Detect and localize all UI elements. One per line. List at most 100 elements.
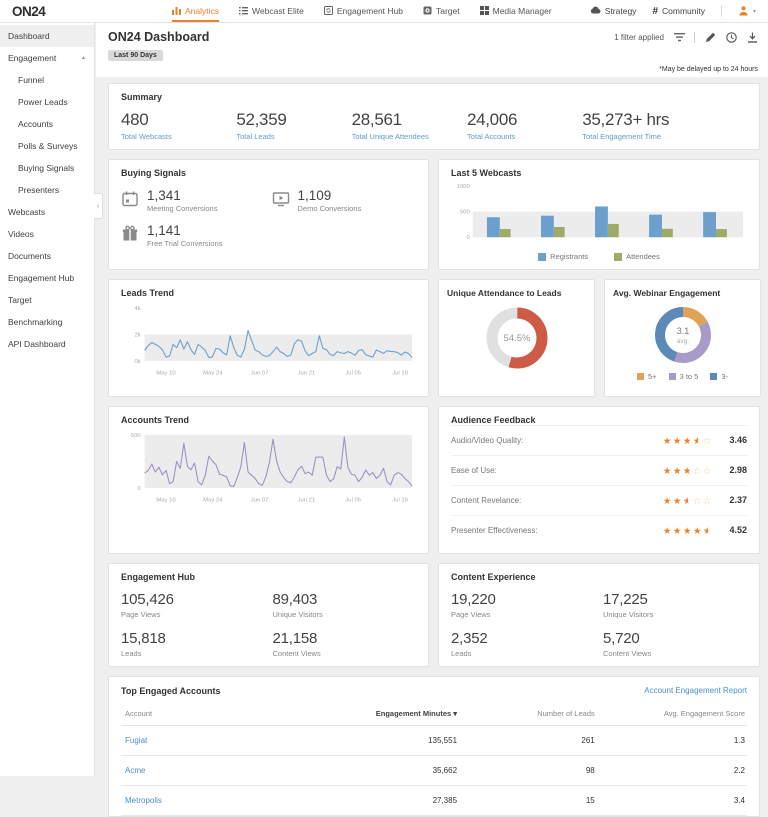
bar-chart-legend: Registrants Attendees	[451, 252, 747, 261]
registrants-swatch	[538, 253, 546, 261]
five-plus-swatch	[637, 373, 644, 380]
sidebar-item-presenters[interactable]: Presenters	[0, 179, 94, 201]
nav-divider	[721, 5, 722, 17]
legend-attendees: Attendees	[614, 252, 660, 261]
sidebar-item-engagement-hub[interactable]: Engagement Hub	[0, 267, 94, 289]
sidebar-item-power-leads[interactable]: Power Leads	[0, 91, 94, 113]
sidebar-item-accounts[interactable]: Accounts	[0, 113, 94, 135]
svg-text:0k: 0k	[134, 359, 140, 365]
svg-text:0: 0	[466, 235, 470, 241]
meeting-conversions: 1,341 Meeting Conversions	[121, 188, 266, 213]
header-controls: 1 filter applied	[614, 31, 758, 43]
col-avg-engagement-score[interactable]: Avg. Engagement Score	[597, 703, 747, 726]
donut-legend: 5+ 3 to 5 3-	[613, 372, 752, 381]
sidebar-item-buying-signals[interactable]: Buying Signals	[0, 157, 94, 179]
filter-status: 1 filter applied	[614, 33, 664, 42]
svg-text:Jun 07: Jun 07	[251, 498, 269, 504]
svg-text:Jun 21: Jun 21	[298, 371, 316, 377]
chevron-up-icon: ▲	[81, 55, 86, 61]
account-engagement-report-link[interactable]: Account Engagement Report	[644, 686, 747, 695]
svg-text:May 10: May 10	[156, 371, 176, 377]
sidebar-item-funnel[interactable]: Funnel	[0, 69, 94, 91]
sidebar: Dashboard Engagement ▲ Funnel Power Lead…	[0, 23, 95, 776]
attendees-swatch	[614, 253, 622, 261]
sidebar-item-videos[interactable]: Videos	[0, 223, 94, 245]
metric-total-leads: 52,359 Total Leads	[236, 110, 351, 141]
filter-icon[interactable]	[673, 31, 685, 43]
nav-item-community[interactable]: # Community	[652, 0, 705, 22]
metric-total-engagement-time: 35,273+ hrs Total Engagement Time	[582, 110, 747, 141]
nav-item-engagement-hub[interactable]: Engagement Hub	[324, 0, 403, 22]
sidebar-item-polls-surveys[interactable]: Polls & Surveys	[0, 135, 94, 157]
account-link[interactable]: Fugiat	[121, 725, 321, 755]
account-link[interactable]: Metropolis	[121, 785, 321, 815]
svg-text:May 24: May 24	[203, 498, 223, 504]
sidebar-item-engagement[interactable]: Engagement ▲	[0, 47, 94, 69]
sidebar-item-webcasts[interactable]: Webcasts	[0, 201, 94, 223]
table-row[interactable]: Acme 35,662 98 2.2	[121, 755, 747, 785]
calendar-icon	[121, 190, 139, 208]
feedback-row: Content Revelance: ★★☆★☆☆ 2.37	[451, 485, 747, 515]
svg-text:Jun 07: Jun 07	[251, 371, 269, 377]
nav-item-webcast-elite[interactable]: Webcast Elite	[239, 0, 304, 22]
page-header: ON24 Dashboard 1 filter applied Last 90 …	[96, 23, 768, 64]
bar-chart-icon	[172, 6, 181, 17]
svg-text:May 24: May 24	[203, 371, 223, 377]
date-range-chip[interactable]: Last 90 Days	[108, 50, 163, 61]
primary-nav: Analytics Webcast Elite Engagement Hub T…	[172, 0, 552, 22]
dashboard-content: Summary 480 Total Webcasts 52,359 Total …	[96, 77, 768, 817]
star-rating: ★★☆★☆☆	[663, 491, 713, 509]
refresh-box-icon	[324, 6, 333, 17]
sidebar-item-api-dashboard[interactable]: API Dashboard	[0, 333, 94, 355]
download-icon[interactable]	[746, 31, 758, 43]
table-row[interactable]: Fugiat 135,551 261 1.3	[121, 725, 747, 755]
nav-item-media-manager[interactable]: Media Manager	[480, 0, 552, 22]
feedback-row: Audio/Video Quality: ★★★☆★☆ 3.46	[451, 425, 747, 455]
sidebar-item-benchmarking[interactable]: Benchmarking	[0, 311, 94, 333]
on24-logo[interactable]: ON24	[12, 4, 172, 19]
svg-text:54.5%: 54.5%	[503, 333, 530, 344]
nav-item-strategy[interactable]: Strategy	[590, 0, 637, 22]
svg-text:Jul 05: Jul 05	[345, 498, 361, 504]
svg-text:avg.: avg.	[676, 338, 688, 345]
star-rating: ★★★☆★☆	[663, 431, 713, 449]
edit-pencil-icon[interactable]	[704, 31, 716, 43]
table-row[interactable]: Metropolis 27,385 15 3.4	[121, 785, 747, 815]
nav-item-analytics[interactable]: Analytics	[172, 0, 219, 22]
sidebar-item-dashboard[interactable]: Dashboard	[0, 25, 94, 47]
legend-5plus: 5+	[637, 372, 657, 381]
svg-text:Jun 21: Jun 21	[298, 498, 316, 504]
sidebar-collapse-button[interactable]: ‹	[94, 193, 103, 219]
svg-text:Jul 05: Jul 05	[345, 371, 361, 377]
col-number-of-leads[interactable]: Number of Leads	[459, 703, 597, 726]
col-engagement-minutes[interactable]: Engagement Minutes ▾	[321, 703, 459, 726]
gift-icon	[121, 225, 139, 243]
attendance-donut-chart: 54.5%	[447, 301, 586, 377]
col-account[interactable]: Account	[121, 703, 321, 726]
user-menu[interactable]: ▾	[738, 0, 756, 22]
metric-total-webcasts: 480 Total Webcasts	[121, 110, 236, 141]
sidebar-item-documents[interactable]: Documents	[0, 245, 94, 267]
clock-icon[interactable]	[725, 31, 737, 43]
account-link[interactable]: Acme	[121, 755, 321, 785]
secondary-nav: Strategy # Community ▾	[590, 0, 756, 22]
top-engaged-accounts-card: Top Engaged Accounts Account Engagement …	[108, 676, 760, 817]
attendance-donut-card: Unique Attendance to Leads 54.5%	[438, 279, 595, 397]
legend-3minus: 3-	[710, 372, 728, 381]
feedback-row: Presenter Effectiveness: ★★★★☆★ 4.52	[451, 515, 747, 545]
target-icon	[423, 6, 432, 17]
svg-text:2k: 2k	[134, 333, 140, 339]
sidebar-item-target[interactable]: Target	[0, 289, 94, 311]
top-nav: ON24 Analytics Webcast Elite Engagement …	[0, 0, 768, 23]
nav-item-target[interactable]: Target	[423, 0, 460, 22]
